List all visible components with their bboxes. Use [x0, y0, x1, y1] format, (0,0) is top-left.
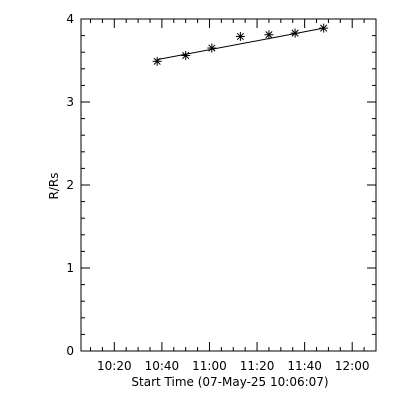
x-tick-label: 10:20 — [97, 359, 132, 373]
y-tick-label: 2 — [66, 178, 74, 192]
x-axis-tick-labels: 10:20 10:40 11:00 11:20 11:40 12:00 — [97, 359, 369, 373]
y-tick-label: 0 — [66, 344, 74, 358]
data-point — [319, 23, 329, 33]
y-tick-label: 3 — [66, 95, 74, 109]
x-tick-label: 10:40 — [145, 359, 180, 373]
data-point — [235, 31, 245, 41]
x-axis-ticks — [90, 19, 377, 351]
data-point — [207, 43, 217, 53]
x-axis-title: Start Time (07-May-25 10:06:07) — [131, 375, 328, 389]
y-tick-label: 4 — [66, 12, 74, 26]
x-tick-label: 11:00 — [192, 359, 227, 373]
y-axis-tick-labels: 0 1 2 3 4 — [66, 12, 74, 358]
x-tick-label: 11:40 — [287, 359, 322, 373]
data-point — [152, 56, 162, 66]
x-tick-label: 12:00 — [335, 359, 370, 373]
y-axis-ticks — [81, 18, 376, 352]
x-tick-label: 11:20 — [240, 359, 275, 373]
data-point — [181, 51, 191, 61]
y-tick-label: 1 — [66, 261, 74, 275]
data-points — [152, 23, 329, 66]
y-axis-title: R/Rs — [47, 173, 61, 200]
data-point — [264, 30, 274, 40]
data-point — [290, 28, 300, 38]
